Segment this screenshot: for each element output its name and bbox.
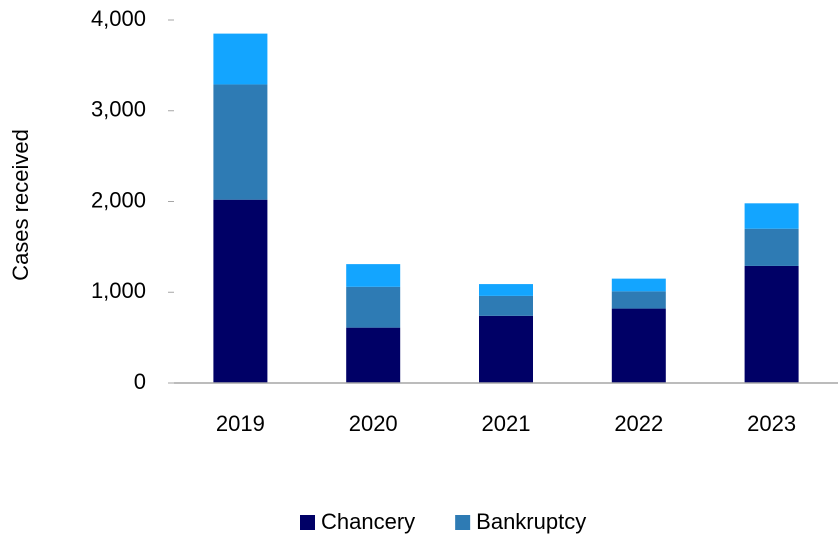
y-tick-label: 4,000 (91, 6, 146, 31)
x-tick-label: 2019 (216, 411, 265, 436)
bar-segment (611, 291, 666, 309)
bar-segment (479, 315, 533, 383)
bar-segment (744, 203, 799, 229)
bar-segment (611, 308, 666, 383)
y-tick-label: 1,000 (91, 278, 146, 303)
x-tick-label: 2021 (482, 411, 531, 436)
bar-segment (346, 286, 401, 328)
bar-segment (744, 228, 799, 266)
legend-label: Bankruptcy (476, 509, 586, 534)
bar-segment (479, 284, 533, 296)
bar-segment (213, 84, 268, 200)
x-tick-label: 2023 (747, 411, 796, 436)
x-tick-label: 2022 (614, 411, 663, 436)
bar-segment (744, 265, 799, 383)
y-tick-label: 0 (134, 369, 146, 394)
legend-label: Chancery (321, 509, 415, 534)
bar-segment (346, 327, 401, 383)
bar-segment (479, 295, 533, 316)
bar-segment (611, 278, 666, 292)
bar-segment (213, 33, 268, 85)
legend-swatch (300, 515, 315, 530)
y-tick-label: 3,000 (91, 97, 146, 122)
y-axis-label: Cases received (8, 129, 33, 281)
bar-segment (213, 199, 268, 383)
legend-swatch (455, 515, 471, 530)
y-tick-label: 2,000 (91, 187, 146, 212)
bar-segment (346, 264, 401, 287)
x-tick-label: 2020 (349, 411, 398, 436)
